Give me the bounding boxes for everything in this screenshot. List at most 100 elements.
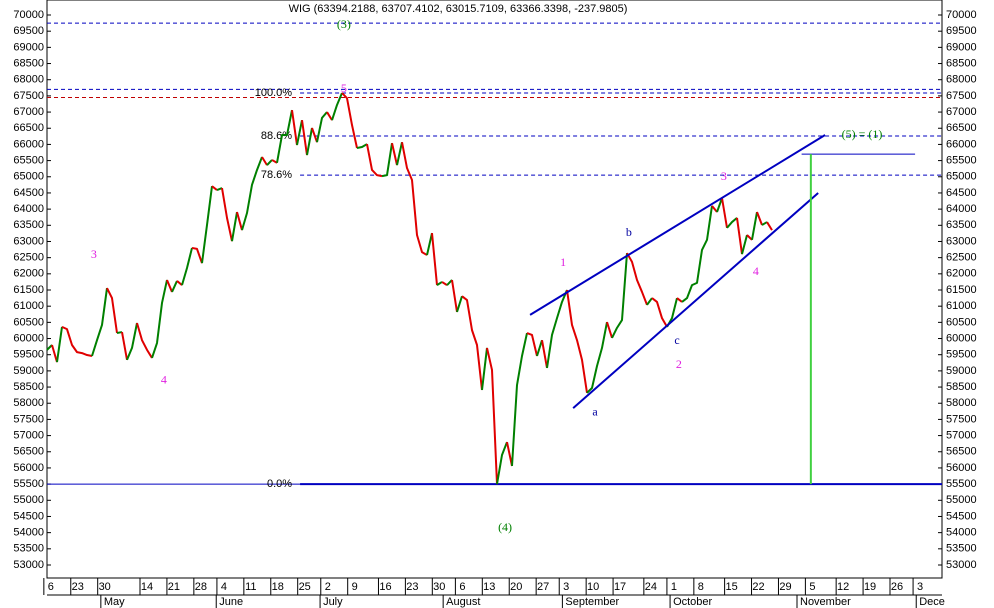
y-tick-label: 54000 bbox=[13, 527, 44, 539]
price-line bbox=[766, 221, 773, 231]
y-tick-label: 58500 bbox=[13, 381, 44, 393]
fib-label: 88.6% bbox=[261, 130, 292, 142]
wave-label: a bbox=[592, 405, 598, 419]
price-line bbox=[681, 205, 713, 303]
x-tick-label: 9 bbox=[352, 581, 358, 593]
x-tick-label: 8 bbox=[698, 581, 704, 593]
y-tick-label: 68500 bbox=[13, 57, 44, 69]
price-line bbox=[136, 322, 153, 359]
trend-line bbox=[529, 134, 826, 316]
price-line bbox=[316, 111, 328, 143]
x-tick-label: 4 bbox=[221, 581, 227, 593]
x-tick-label: 24 bbox=[645, 581, 657, 593]
y-tick-label: 58000 bbox=[13, 397, 44, 409]
price-line bbox=[326, 111, 333, 121]
price-line bbox=[511, 332, 528, 467]
y-tick-label: 61500 bbox=[13, 284, 44, 296]
y-tick-label: 59500 bbox=[13, 349, 44, 361]
y-tick-label: 57500 bbox=[13, 413, 44, 425]
price-line bbox=[396, 141, 403, 166]
y2-tick-label: 60000 bbox=[946, 332, 977, 344]
y2-tick-label: 59000 bbox=[946, 365, 977, 377]
y2-tick-label: 62000 bbox=[946, 268, 977, 280]
y-tick-label: 61000 bbox=[13, 300, 44, 312]
x-tick-label: 6 bbox=[459, 581, 465, 593]
price-line bbox=[171, 280, 178, 293]
y-tick-label: 67000 bbox=[13, 106, 44, 118]
price-line bbox=[611, 253, 628, 339]
y-tick-label: 55500 bbox=[13, 478, 44, 490]
x-tick-label: 3 bbox=[917, 581, 923, 593]
y-tick-label: 70000 bbox=[13, 9, 44, 21]
plot-frame bbox=[46, 0, 943, 579]
x-tick-label: 2 bbox=[325, 581, 331, 593]
price-line bbox=[201, 186, 213, 264]
x-tick-label: 23 bbox=[406, 581, 418, 593]
price-line bbox=[296, 119, 303, 146]
wave-label: 5 bbox=[341, 81, 347, 95]
price-line bbox=[151, 279, 168, 359]
y-tick-label: 69000 bbox=[13, 41, 44, 53]
y-tick-label: 67500 bbox=[13, 90, 44, 102]
month-label: October bbox=[673, 596, 712, 608]
price-line bbox=[331, 92, 343, 121]
price-line bbox=[426, 232, 433, 256]
price-line bbox=[311, 127, 318, 143]
y2-tick-label: 58000 bbox=[946, 397, 977, 409]
y-tick-label: 57000 bbox=[13, 429, 44, 441]
month-label: September bbox=[565, 596, 619, 608]
month-label: August bbox=[446, 596, 480, 608]
price-line bbox=[741, 234, 748, 255]
price-line bbox=[306, 127, 313, 156]
x-tick-label: 3 bbox=[563, 581, 569, 593]
y2-tick-label: 64500 bbox=[946, 187, 977, 199]
price-line bbox=[761, 221, 768, 226]
wave-label: (3) bbox=[337, 17, 351, 31]
y-tick-label: 53500 bbox=[13, 543, 44, 555]
x-tick-label: 27 bbox=[537, 581, 549, 593]
x-tick-label: 13 bbox=[483, 581, 495, 593]
price-line bbox=[496, 441, 508, 485]
x-tick-label: 12 bbox=[837, 581, 849, 593]
price-line bbox=[721, 197, 728, 229]
price-line bbox=[91, 287, 108, 357]
x-tick-label: 1 bbox=[671, 581, 677, 593]
wave-label: c bbox=[674, 333, 679, 347]
x-tick-label: 29 bbox=[779, 581, 791, 593]
price-line bbox=[381, 142, 393, 178]
x-tick-label: 22 bbox=[752, 581, 764, 593]
y-tick-label: 64000 bbox=[13, 203, 44, 215]
x-tick-label: 11 bbox=[245, 581, 256, 593]
y2-tick-label: 64000 bbox=[946, 203, 977, 215]
price-line bbox=[626, 252, 648, 306]
price-line bbox=[46, 344, 53, 351]
y-tick-label: 60500 bbox=[13, 316, 44, 328]
price-line bbox=[366, 143, 383, 178]
chart-title: WIG (63394.2188, 63707.4102, 63015.7109,… bbox=[289, 3, 628, 15]
price-line bbox=[341, 92, 358, 149]
price-line bbox=[231, 211, 238, 242]
y2-tick-label: 65000 bbox=[946, 171, 977, 183]
x-tick-label: 14 bbox=[141, 581, 153, 593]
wave-label: 1 bbox=[560, 255, 566, 269]
y2-tick-label: 60500 bbox=[946, 316, 977, 328]
x-tick-label: 15 bbox=[725, 581, 737, 593]
y-tick-label: 63500 bbox=[13, 219, 44, 231]
price-line bbox=[301, 120, 308, 156]
price-line bbox=[211, 185, 218, 191]
month-label: May bbox=[104, 596, 125, 608]
month-label: July bbox=[323, 596, 343, 608]
x-tick-label: 16 bbox=[379, 581, 391, 593]
price-line bbox=[221, 187, 233, 242]
y2-tick-label: 69000 bbox=[946, 41, 977, 53]
price-line bbox=[541, 339, 548, 369]
y2-tick-label: 67000 bbox=[946, 106, 977, 118]
y2-tick-label: 55500 bbox=[946, 478, 977, 490]
y-tick-label: 68000 bbox=[13, 74, 44, 86]
wave-label: 2 bbox=[676, 357, 682, 371]
fib-label: 78.6% bbox=[261, 169, 292, 181]
x-tick-label: 19 bbox=[864, 581, 876, 593]
month-label: Dece bbox=[919, 596, 945, 608]
